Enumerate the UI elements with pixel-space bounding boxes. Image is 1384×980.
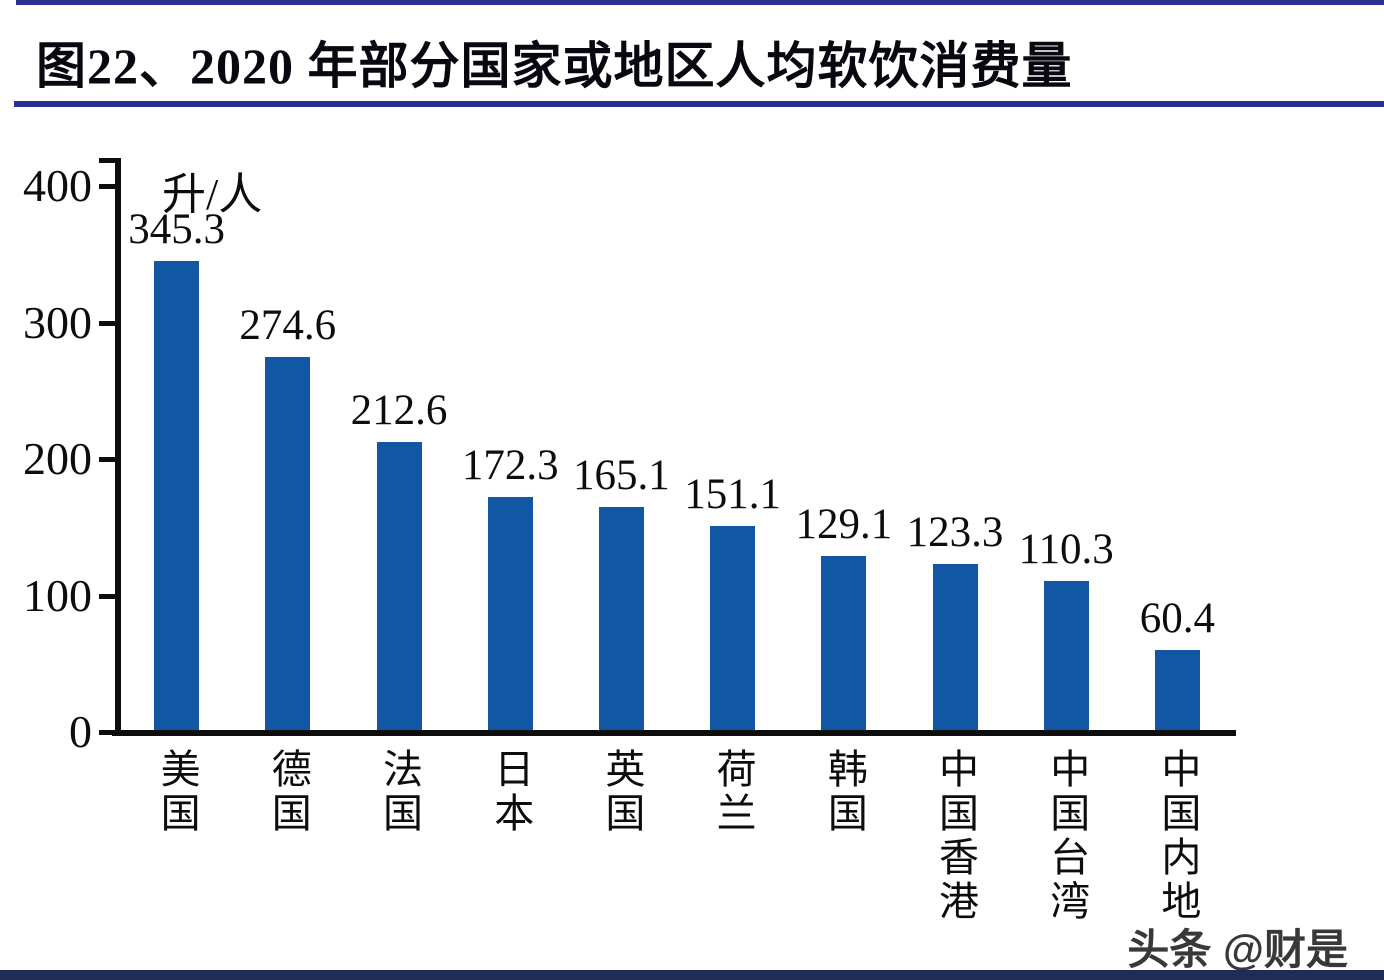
x-category-label: 法国	[377, 748, 422, 836]
x-category-label: 中国内地	[1155, 748, 1201, 924]
toutiao-watermark: 头条 @财是	[1127, 926, 1348, 973]
bar	[376, 442, 422, 732]
x-label-slot: 中国内地	[1122, 748, 1233, 924]
bar-value-label: 274.6	[239, 302, 337, 349]
y-tick-mark	[99, 593, 116, 599]
footer-bar-divider	[0, 970, 1384, 980]
bar-value-label: 165.1	[573, 452, 670, 499]
bar-slot: 165.1	[566, 186, 677, 732]
bar-slot: 151.1	[677, 186, 788, 732]
x-axis-labels: 美国 德国 法国 日本 英国 荷兰 韩国 中国香港 中国台湾 中国内地	[121, 748, 1233, 924]
x-category-label: 韩国	[821, 748, 867, 836]
y-axis-top-tick	[99, 158, 116, 163]
x-category-label: 日本	[488, 748, 534, 836]
figure-title: 图22、2020 年部分国家或地区人均软饮消费量	[36, 38, 1073, 94]
y-tick-label: 0	[69, 706, 92, 757]
bar-slot: 345.3	[121, 186, 232, 732]
x-label-slot: 法国	[343, 748, 454, 924]
bar	[154, 261, 200, 732]
bar-value-label: 345.3	[128, 206, 225, 253]
title-underline-divider	[14, 101, 1384, 107]
x-category-label: 德国	[265, 748, 311, 836]
y-tick-mark	[99, 457, 116, 462]
bar-value-label: 151.1	[684, 471, 781, 518]
bar	[932, 564, 978, 732]
y-tick-label: 400	[23, 160, 92, 211]
x-label-slot: 韩国	[788, 748, 899, 924]
bar	[598, 507, 644, 732]
y-tick-mark	[99, 320, 116, 326]
bar-value-label: 60.4	[1139, 595, 1216, 642]
bar-value-label: 172.3	[461, 442, 559, 489]
x-axis-line	[112, 730, 1236, 736]
bar-slot: 274.6	[232, 186, 343, 732]
y-tick-label: 300	[23, 296, 92, 348]
bar	[1043, 581, 1089, 732]
bar-slot: 123.3	[899, 186, 1010, 732]
y-axis-line	[115, 158, 121, 736]
bar-slot: 172.3	[455, 186, 566, 732]
bar-slot: 60.4	[1122, 186, 1233, 732]
bar-value-label: 110.3	[1018, 526, 1114, 573]
bar-value-label: 212.6	[350, 387, 448, 434]
x-label-slot: 德国	[232, 748, 343, 924]
x-label-slot: 荷兰	[677, 748, 788, 924]
top-rule-divider	[16, 0, 1384, 5]
y-tick-mark	[99, 184, 116, 189]
x-label-slot: 英国	[566, 748, 677, 924]
x-label-slot: 中国香港	[899, 748, 1010, 924]
x-label-slot: 日本	[455, 748, 566, 924]
x-label-slot: 中国台湾	[1011, 748, 1122, 924]
y-tick-mark	[99, 730, 116, 735]
x-category-label: 美国	[154, 748, 200, 836]
plot-area: 345.3 274.6 212.6 172.3 165.1 151.1 129.1 123.3…	[121, 186, 1233, 732]
bar	[821, 556, 867, 732]
bar-value-label: 123.3	[906, 509, 1004, 556]
y-tick-label: 100	[23, 569, 92, 621]
bar	[710, 526, 756, 732]
bar	[1154, 650, 1200, 732]
x-category-label: 中国香港	[933, 748, 979, 924]
bar-value-label: 129.1	[795, 501, 893, 548]
x-category-label: 中国台湾	[1044, 748, 1090, 924]
bar	[487, 497, 533, 732]
bar-slot: 110.3	[1011, 186, 1122, 732]
y-axis-unit-label: 升/人	[162, 170, 263, 219]
x-category-label: 荷兰	[710, 748, 756, 836]
bar-slot: 212.6	[343, 186, 454, 732]
y-tick-label: 200	[23, 433, 92, 484]
x-category-label: 英国	[599, 748, 645, 836]
x-label-slot: 美国	[121, 748, 232, 924]
bar-slot: 129.1	[788, 186, 899, 732]
bar	[265, 357, 311, 732]
